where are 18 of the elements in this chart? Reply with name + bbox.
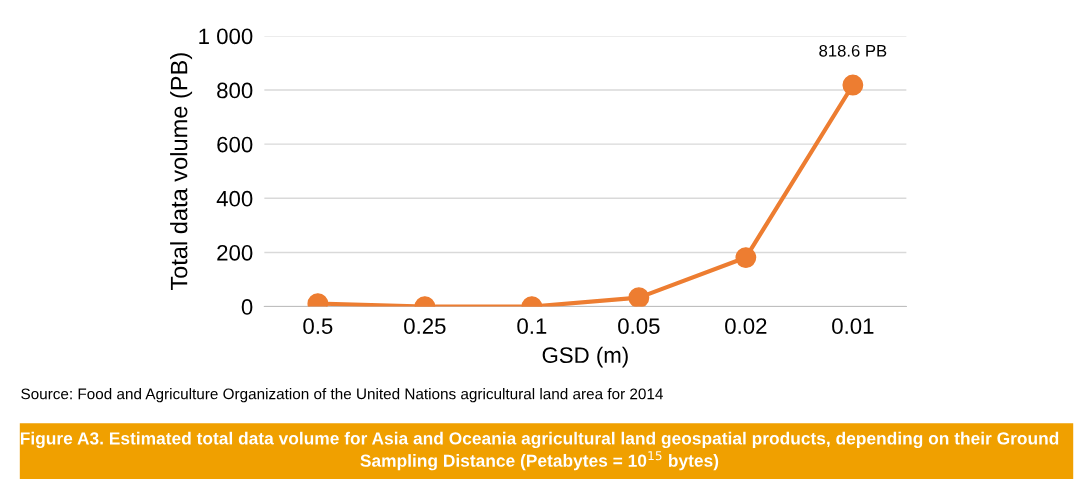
x-tick-label: 0.05 — [618, 318, 660, 334]
x-tick-label: 0.01 — [832, 318, 874, 334]
point — [842, 74, 864, 96]
x-axis-title: GSD (m) — [542, 346, 628, 368]
y-tick-label: 400 — [216, 190, 253, 207]
y-axis-title: Total data volume (PB) — [170, 53, 193, 291]
y-tick-label: 200 — [217, 244, 253, 261]
y-tick-label: 0 — [241, 299, 253, 315]
annotation: 818.6 PB — [819, 44, 887, 57]
y-tick-label: 1 000 — [199, 28, 253, 45]
x-tick-label: 0.1 — [517, 318, 547, 334]
y-tick-label: 600 — [217, 136, 253, 153]
x-tick-label: 0.02 — [725, 318, 767, 334]
x-tick-label: 0.25 — [404, 318, 446, 334]
y-tick-label: 800 — [217, 82, 253, 99]
x-tick-label: 0.5 — [303, 318, 333, 334]
source-note: Source: Food and Agriculture Organization of the United Nations agricultural land area for 2014 — [21, 388, 663, 403]
text: Figure A3. Estimated total data volume for Asia and Oceania agricultural land geospatial products, depending on their Ground Sampling Distance (Petabytes = 10$^{15}$ bytes) — [20, 431, 1059, 471]
